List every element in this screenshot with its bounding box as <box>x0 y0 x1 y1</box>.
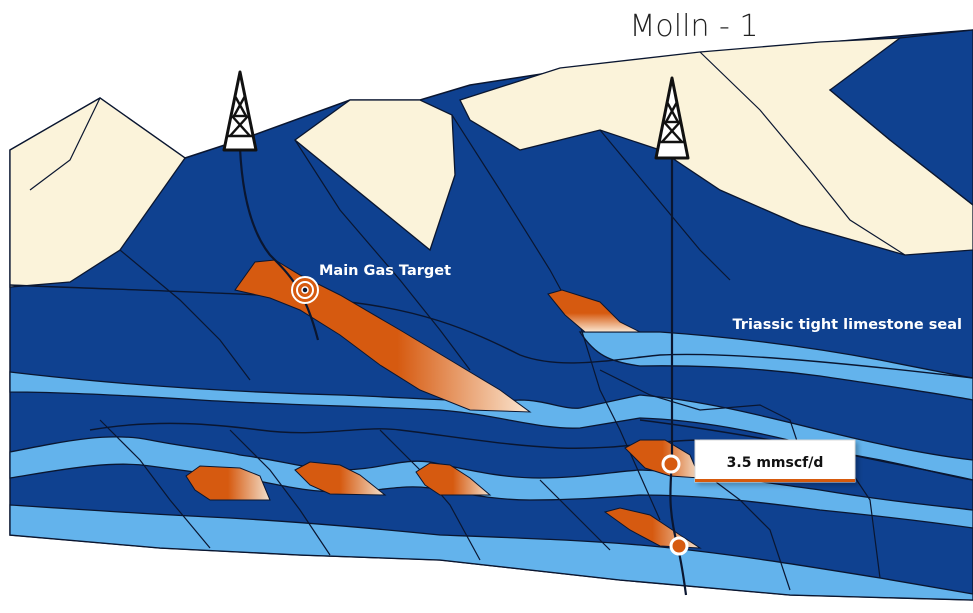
drilling-rig-icon <box>222 70 258 152</box>
fault-8 <box>99 419 211 549</box>
flow-rate-label: 3.5 mmscf/d <box>727 455 824 471</box>
fault-12 <box>699 469 791 591</box>
test-point-lower <box>669 536 689 556</box>
fault-2 <box>294 139 471 371</box>
dark-blue-wedge-top-right <box>828 29 973 206</box>
bedding-line-2 <box>89 422 701 449</box>
light-blue-bed-bottom <box>9 504 973 601</box>
light-blue-bed-seal <box>578 331 973 401</box>
bedding-line-1 <box>9 284 973 379</box>
fault-1 <box>119 249 251 381</box>
flow-rate-callout <box>694 439 856 483</box>
fault-11 <box>539 479 611 551</box>
fault-9 <box>229 429 331 556</box>
drilling-rig-icon <box>654 76 690 160</box>
fault-7 <box>599 369 801 451</box>
test-point-upper <box>661 454 681 474</box>
gas-reservoir-lower-3 <box>415 462 492 496</box>
fault-4 <box>599 129 731 281</box>
gas-reservoir-lower-2 <box>294 461 387 496</box>
target-icon <box>291 276 319 304</box>
seal-label: Triassic tight limestone seal <box>733 317 963 333</box>
fault-5 <box>699 51 906 256</box>
main-gas-target-label: Main Gas Target <box>319 263 451 279</box>
well-name-label: Molln - 1 <box>630 9 759 44</box>
gas-reservoir-upper-right <box>547 289 641 333</box>
gas-reservoir-lower-1 <box>185 465 271 501</box>
fault-6 <box>29 97 101 191</box>
surface-outcrop-right <box>459 37 973 256</box>
